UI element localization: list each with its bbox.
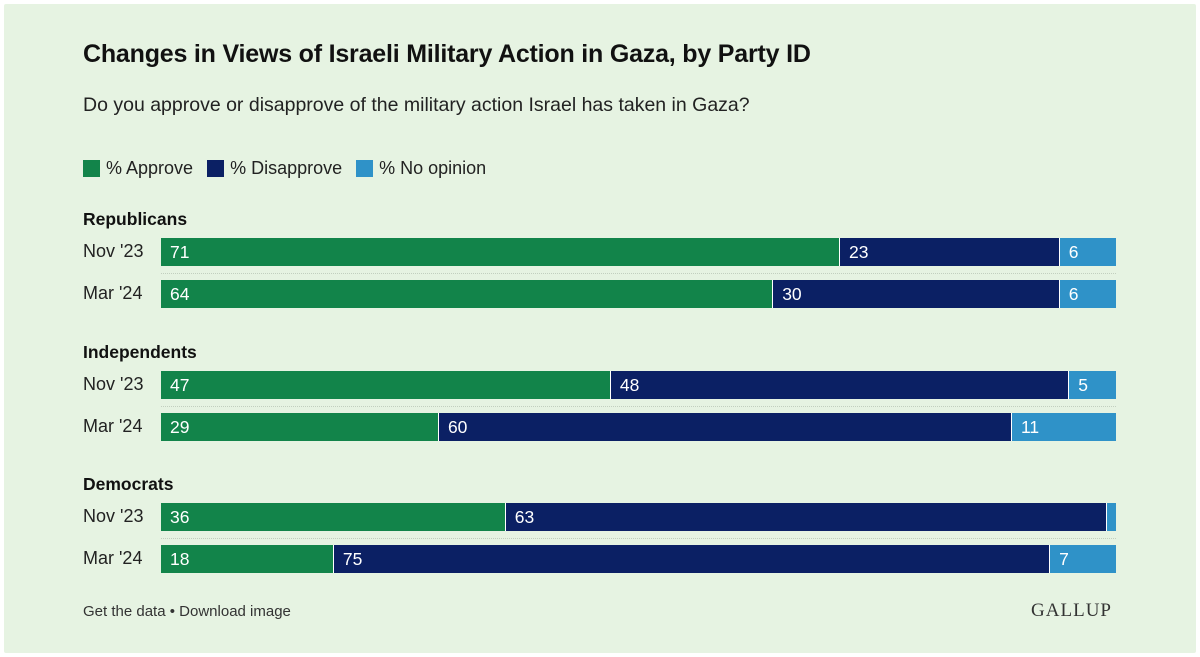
data-label: 5	[1078, 375, 1088, 395]
row-label: Mar '24	[83, 416, 143, 436]
bar-segment-disapprove: 60	[437, 413, 1011, 441]
data-label: 23	[849, 242, 869, 262]
bar-segment-disapprove: 23	[839, 238, 1059, 266]
legend-label-approve: % Approve	[106, 157, 194, 178]
group-label: Republicans	[83, 209, 188, 229]
bar-segment-approve: 71	[161, 238, 840, 266]
bar-segment-no-opinion: 5	[1068, 371, 1116, 399]
row-label: Mar '24	[83, 548, 143, 568]
gallup-logo: GALLUP	[1031, 600, 1112, 621]
chart-card: Changes in Views of Israeli Military Act…	[4, 4, 1196, 653]
download-image-link[interactable]: Download image	[179, 603, 291, 620]
row-label: Nov '23	[83, 241, 144, 261]
row-separator	[161, 273, 1116, 274]
stacked-bar: 71 23 6	[161, 238, 1116, 266]
bar-segment-no-opinion: 6	[1058, 280, 1116, 308]
legend-swatch-no-opinion	[356, 159, 374, 177]
legend-label-disapprove: % Disapprove	[230, 157, 343, 178]
legend-item-approve: % Approve	[83, 158, 193, 179]
data-label: 64	[170, 284, 190, 304]
data-label: 18	[170, 549, 190, 569]
bar-segment-approve: 29	[161, 413, 438, 441]
bar-segment-no-opinion: 11	[1010, 413, 1116, 441]
bar-segment-disapprove: 48	[609, 371, 1069, 399]
footer-links: Get the data • Download image	[83, 603, 291, 620]
chart-title: Changes in Views of Israeli Military Act…	[83, 40, 811, 68]
group-label: Independents	[83, 342, 197, 362]
group-label: Democrats	[83, 474, 174, 494]
data-label: 63	[514, 507, 535, 527]
data-label: 47	[170, 375, 190, 395]
get-data-link[interactable]: Get the data	[83, 603, 166, 620]
legend-label-no-opinion: % No opinion	[379, 157, 487, 178]
bar-segment-disapprove: 63	[504, 503, 1107, 531]
stacked-bar: 29 60 11	[161, 413, 1116, 441]
data-label: 11	[1020, 417, 1040, 437]
legend: % Approve % Disapprove % No opinion	[83, 157, 486, 179]
legend-swatch-disapprove	[207, 159, 225, 177]
row-label: Nov '23	[83, 374, 144, 394]
bar-segment-no-opinion	[1106, 503, 1116, 531]
stacked-bar: 36 63	[161, 503, 1116, 531]
data-label: 7	[1059, 549, 1069, 569]
data-label: 75	[342, 549, 363, 569]
stacked-bar: 64 30 6	[161, 280, 1116, 308]
data-label: 36	[170, 507, 190, 527]
data-label: 6	[1068, 242, 1079, 262]
data-label: 48	[619, 375, 640, 395]
data-label: 6	[1068, 284, 1079, 304]
bar-segment-no-opinion: 7	[1049, 545, 1116, 573]
legend-item-no-opinion: % No opinion	[356, 158, 486, 179]
legend-swatch-approve	[83, 159, 100, 177]
stacked-bar: 18 75 7	[161, 545, 1116, 573]
footer-separator: •	[169, 603, 175, 620]
chart-subtitle: Do you approve or disapprove of the mili…	[83, 94, 750, 116]
bar-segment-approve: 64	[161, 280, 773, 308]
stacked-bar: 47 48 5	[161, 371, 1116, 399]
data-label: 29	[170, 417, 190, 437]
bar-segment-approve: 36	[161, 503, 505, 531]
bar-segment-approve: 18	[161, 545, 333, 573]
bar-segment-approve: 47	[161, 371, 610, 399]
bar-segment-disapprove: 30	[772, 280, 1059, 308]
row-separator	[161, 406, 1116, 407]
row-label: Mar '24	[83, 283, 143, 303]
legend-item-disapprove: % Disapprove	[207, 158, 342, 179]
data-label: 60	[447, 417, 468, 437]
data-label: 71	[170, 242, 190, 262]
row-label: Nov '23	[83, 506, 144, 526]
data-label: 30	[782, 284, 802, 304]
row-separator	[161, 538, 1116, 539]
bar-segment-disapprove: 75	[332, 545, 1050, 573]
bar-segment-no-opinion: 6	[1058, 238, 1116, 266]
